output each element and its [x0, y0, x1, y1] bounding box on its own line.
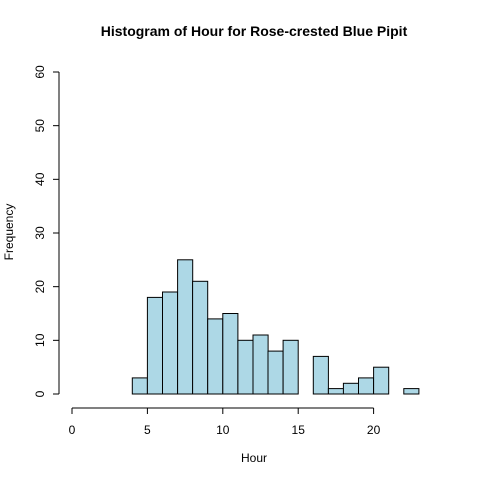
histogram-bar: [207, 318, 224, 395]
histogram-bar: [252, 334, 269, 395]
y-tick-label: 60: [33, 65, 47, 79]
x-axis-label: Hour: [241, 451, 267, 465]
chart-title: Histogram of Hour for Rose-crested Blue …: [101, 23, 408, 39]
histogram-bar: [403, 388, 420, 395]
y-axis: 0 10 20 30 40 50 60: [33, 65, 60, 397]
histogram-bar: [237, 339, 254, 395]
histogram-bar: [342, 382, 359, 395]
x-axis: 0 5 10 15 20: [69, 407, 381, 437]
bars-group: [131, 259, 420, 395]
x-tick-label: 5: [144, 423, 151, 437]
histogram-bar: [162, 291, 179, 395]
y-tick-label: 30: [33, 226, 47, 240]
histogram-bar: [267, 350, 284, 395]
histogram-bar: [282, 339, 299, 395]
x-tick-label: 20: [367, 423, 381, 437]
histogram-bar: [327, 388, 344, 395]
y-tick-label: 20: [33, 280, 47, 294]
histogram-bar: [131, 377, 148, 395]
x-tick-label: 10: [216, 423, 230, 437]
x-tick-label: 15: [292, 423, 306, 437]
y-tick-label: 10: [33, 333, 47, 347]
histogram-bar: [192, 280, 209, 395]
histogram-bar: [177, 259, 194, 395]
y-tick-label: 40: [33, 172, 47, 186]
histogram-bar: [373, 366, 390, 395]
histogram-bar: [222, 313, 239, 395]
y-tick-label: 0: [33, 390, 47, 397]
x-tick-label: 0: [69, 423, 76, 437]
y-axis-label: Frequency: [2, 204, 16, 261]
histogram-bar: [358, 377, 375, 395]
histogram-bar: [146, 296, 163, 395]
histogram-bar: [312, 355, 329, 395]
y-tick-label: 50: [33, 119, 47, 133]
